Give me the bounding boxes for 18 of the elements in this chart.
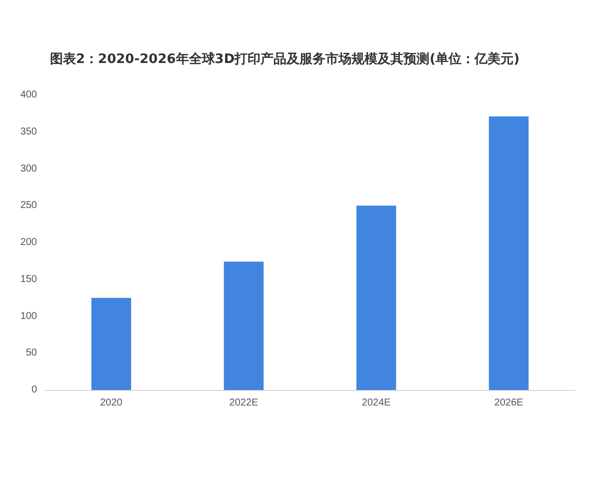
x-tick-label: 2026E xyxy=(494,398,524,408)
x-tick-label: 2022E xyxy=(229,398,259,408)
x-tick-label: 2024E xyxy=(362,398,392,408)
x-tick-label: 2020 xyxy=(100,398,123,408)
y-tick-label: 0 xyxy=(31,384,38,396)
y-tick-label: 250 xyxy=(20,200,38,212)
chart-title: 图表2：2020-2026年全球3D打印产品及服务市场规模及其预测(单位：亿美元) xyxy=(50,51,520,67)
y-tick-label: 50 xyxy=(26,348,38,359)
bar xyxy=(488,116,529,390)
y-tick-label: 300 xyxy=(20,163,38,174)
y-tick-label: 400 xyxy=(20,90,38,100)
y-tick-label: 150 xyxy=(20,274,38,285)
bar xyxy=(91,298,132,390)
y-tick-label: 350 xyxy=(20,126,38,138)
y-tick-label: 100 xyxy=(20,310,38,322)
bar xyxy=(224,262,264,390)
y-tick-label: 200 xyxy=(20,237,38,248)
bar xyxy=(356,206,396,390)
